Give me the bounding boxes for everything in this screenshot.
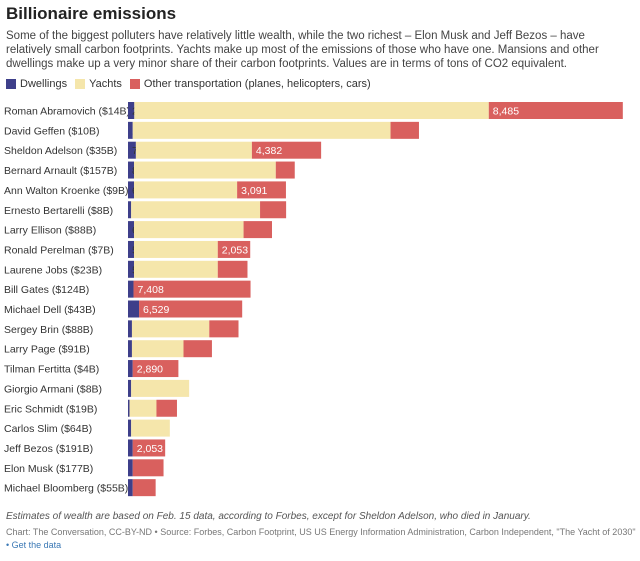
bar-dwellings-ronald-perelman	[128, 240, 135, 258]
bar-other-jeff-bezos	[132, 439, 166, 457]
category-label-laurene-jobs: Laurene Jobs ($23B)	[4, 264, 102, 276]
legend-label-other-transport: Other transportation (planes, helicopter…	[143, 78, 371, 90]
bar-other-tilman-fertitta	[132, 360, 179, 378]
bar-dwellings-bill-gates	[128, 280, 134, 298]
category-label-carlos-slim: Carlos Slim ($64B)	[4, 423, 92, 435]
data-label-other-tilman-fertitta: 2,890	[137, 364, 163, 376]
bar-yachts-eric-schmidt	[129, 399, 157, 417]
data-label-other-bill-gates: 7,408	[138, 284, 164, 296]
legend-item-dwellings: Dwellings	[6, 78, 67, 90]
bar-dwellings-sheldon-adelson	[128, 141, 136, 159]
stacked-bar-chart: Roman Abramovich ($14B)22,4408,485David …	[4, 102, 623, 497]
bar-yachts-roman-abramovich	[134, 102, 489, 119]
bar-dwellings-ann-walton-kroenke	[128, 181, 135, 199]
category-label-larry-ellison: Larry Ellison ($88B)	[4, 225, 96, 237]
category-label-tilman-fertitta: Tilman Fertitta ($4B)	[4, 364, 99, 376]
bar-dwellings-michael-bloomberg	[128, 479, 133, 497]
get-data-link[interactable]: • Get the data	[6, 540, 62, 550]
bar-dwellings-larry-ellison	[128, 221, 135, 239]
bar-other-michael-dell	[139, 300, 243, 318]
category-label-michael-dell: Michael Dell ($43B)	[4, 304, 96, 316]
category-label-elon-musk: Elon Musk ($177B)	[4, 463, 93, 475]
bar-dwellings-elon-musk	[128, 459, 133, 477]
bar-other-roman-abramovich	[488, 102, 623, 119]
bar-other-sheldon-adelson	[251, 141, 322, 159]
bar-other-larry-page	[183, 340, 212, 358]
bar-dwellings-laurene-jobs	[128, 260, 135, 278]
bar-other-david-geffen	[390, 121, 419, 139]
chart-subtitle: Some of the biggest polluters have relat…	[6, 30, 599, 70]
bar-yachts-carlos-slim	[131, 419, 170, 437]
legend-label-dwellings: Dwellings	[20, 78, 68, 90]
bar-yachts-laurene-jobs	[134, 260, 218, 278]
category-label-larry-page: Larry Page ($91B)	[4, 344, 90, 356]
bar-yachts-ann-walton-kroenke	[134, 181, 238, 199]
data-label-other-ann-walton-kroenke: 3,091	[241, 185, 267, 197]
bar-yachts-ronald-perelman	[134, 240, 218, 258]
category-label-michael-bloomberg: Michael Bloomberg ($55B)	[4, 483, 128, 495]
bar-dwellings-giorgio-armani	[128, 379, 132, 397]
data-label-other-sheldon-adelson: 4,382	[256, 145, 282, 157]
legend-item-yachts: Yachts	[75, 78, 122, 90]
category-label-bill-gates: Bill Gates ($124B)	[4, 284, 89, 296]
bar-other-ronald-perelman	[217, 240, 251, 258]
bar-dwellings-larry-page	[128, 340, 132, 358]
legend-item-other-transport: Other transportation (planes, helicopter…	[129, 78, 371, 90]
legend-swatch-yachts	[75, 79, 86, 89]
bar-other-ernesto-bertarelli	[260, 201, 287, 219]
bar-dwellings-eric-schmidt	[128, 399, 130, 417]
legend: Dwellings Yachts Other transportation (p…	[6, 78, 379, 90]
category-label-eric-schmidt: Eric Schmidt ($19B)	[4, 403, 97, 415]
bar-dwellings-jeff-bezos	[128, 439, 133, 457]
legend-swatch-other-transport	[129, 79, 140, 89]
bar-other-bernard-arnault	[275, 161, 295, 179]
bar-yachts-giorgio-armani	[131, 379, 190, 397]
category-label-ronald-perelman: Ronald Perelman ($7B)	[4, 244, 114, 256]
bar-other-eric-schmidt	[156, 399, 177, 417]
bar-other-michael-bloomberg	[132, 479, 156, 497]
bar-other-elon-musk	[132, 459, 164, 477]
category-label-ann-walton-kroenke: Ann Walton Kroenke ($9B)	[4, 185, 129, 197]
bar-dwellings-roman-abramovich	[128, 102, 135, 119]
source-line: Chart: The Conversation, CC-BY-ND • Sour…	[6, 527, 636, 537]
bar-yachts-ernesto-bertarelli	[131, 201, 261, 219]
bar-other-ann-walton-kroenke	[237, 181, 286, 199]
legend-swatch-dwellings	[6, 79, 16, 89]
bar-dwellings-sergey-brin	[128, 320, 132, 338]
bar-dwellings-ernesto-bertarelli	[128, 201, 132, 219]
bar-yachts-sergey-brin	[131, 320, 210, 338]
bar-other-laurene-jobs	[217, 260, 248, 278]
footnote: Estimates of wealth are based on Feb. 15…	[6, 511, 531, 522]
bar-yachts-sheldon-adelson	[135, 141, 252, 159]
chart-title: Billionaire emissions	[6, 4, 177, 23]
data-label-other-jeff-bezos: 2,053	[137, 443, 163, 455]
bar-dwellings-david-geffen	[128, 121, 133, 139]
data-label-other-ronald-perelman: 2,053	[222, 244, 248, 256]
category-label-ernesto-bertarelli: Ernesto Bertarelli ($8B)	[4, 205, 113, 217]
bar-yachts-larry-page	[131, 340, 184, 358]
data-label-other-roman-abramovich: 8,485	[493, 106, 519, 118]
category-label-david-geffen: David Geffen ($10B)	[4, 125, 100, 137]
bar-dwellings-bernard-arnault	[128, 161, 135, 179]
category-label-jeff-bezos: Jeff Bezos ($191B)	[4, 443, 93, 455]
category-label-sergey-brin: Sergey Brin ($88B)	[4, 324, 93, 336]
category-label-roman-abramovich: Roman Abramovich ($14B)	[4, 106, 130, 118]
category-label-sheldon-adelson: Sheldon Adelson ($35B)	[4, 145, 117, 157]
bar-dwellings-carlos-slim	[128, 419, 132, 437]
bar-other-bill-gates	[133, 280, 251, 298]
bar-yachts-david-geffen	[132, 121, 391, 139]
bar-yachts-larry-ellison	[134, 221, 244, 239]
bar-dwellings-tilman-fertitta	[128, 360, 133, 378]
bar-other-larry-ellison	[243, 221, 272, 239]
category-label-giorgio-armani: Giorgio Armani ($8B)	[4, 383, 102, 395]
bar-yachts-bernard-arnault	[134, 161, 276, 179]
bar-other-sergey-brin	[209, 320, 239, 338]
bar-dwellings-michael-dell	[128, 300, 140, 318]
legend-label-yachts: Yachts	[89, 78, 122, 90]
category-label-bernard-arnault: Bernard Arnault ($157B)	[4, 165, 117, 177]
data-label-other-michael-dell: 6,529	[143, 304, 169, 316]
